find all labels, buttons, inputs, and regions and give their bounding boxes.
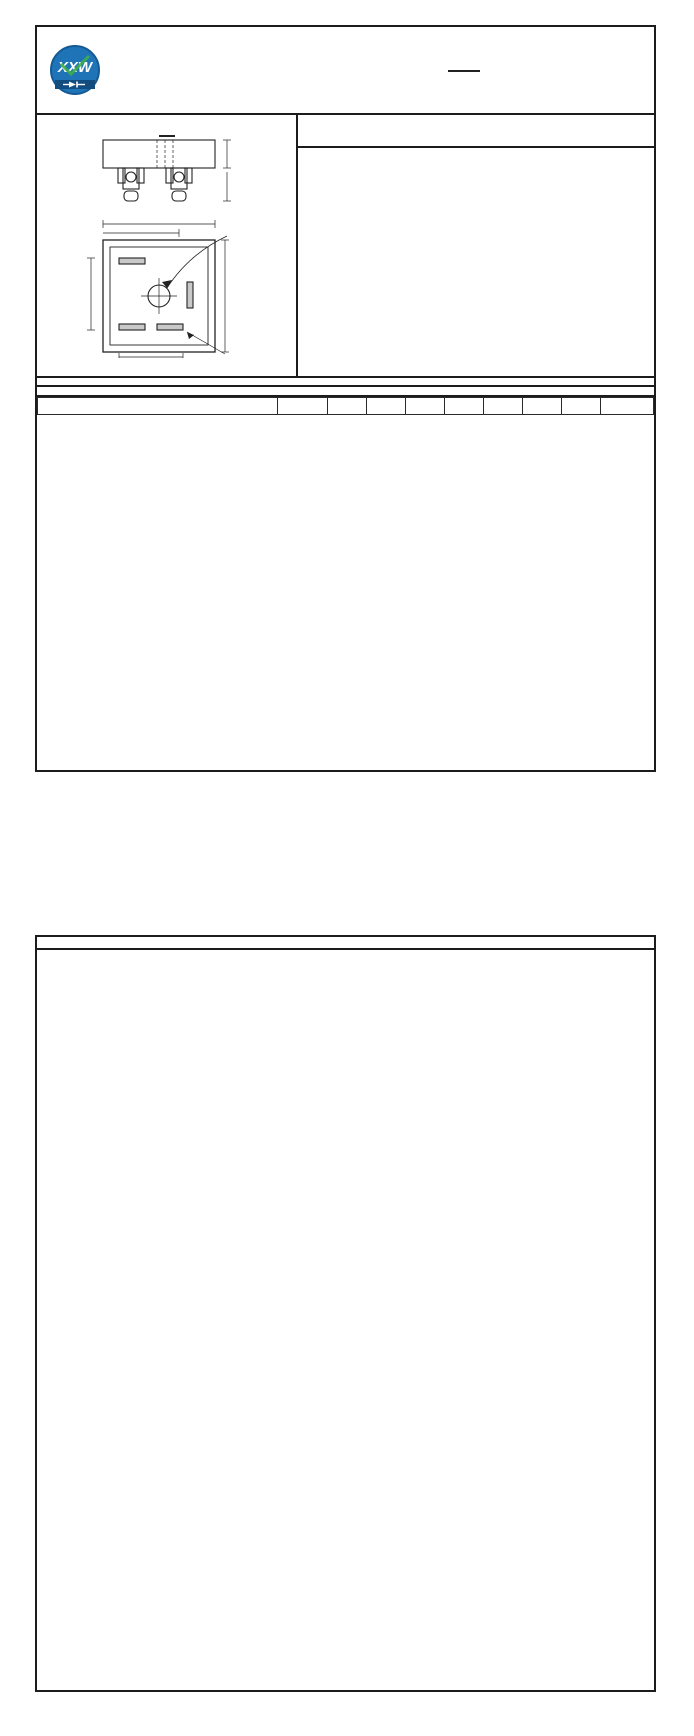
logo-mark-icon: XXW xyxy=(50,45,100,95)
mechanical-data-section xyxy=(298,148,654,377)
bullet-icon xyxy=(308,131,322,132)
figure-3-plot xyxy=(71,1147,340,1297)
bullet-icon xyxy=(308,126,322,127)
header: XXW xyxy=(37,27,654,115)
datasheet-page-2 xyxy=(35,935,656,1692)
col-header-units xyxy=(600,397,654,415)
figure-1-plot xyxy=(71,971,340,1121)
figure-1 xyxy=(45,966,340,1126)
package-outline-drawing xyxy=(86,139,231,361)
col-header-part xyxy=(327,397,367,415)
col-header-symbols xyxy=(277,397,328,415)
datasheet-page-1: XXW xyxy=(35,25,656,772)
bullet-icon xyxy=(308,136,322,137)
col-header-part xyxy=(561,397,601,415)
figures-grid xyxy=(37,950,654,1302)
features-section xyxy=(298,115,654,148)
feature-item xyxy=(308,134,644,135)
figure-4-plot xyxy=(370,1147,656,1297)
feature-item xyxy=(308,129,644,130)
middle-section xyxy=(37,115,654,378)
ratings-table xyxy=(37,397,654,415)
figure-2-plot xyxy=(370,971,656,1121)
bullet-icon xyxy=(308,134,322,135)
col-header-part xyxy=(522,397,562,415)
figure-3 xyxy=(45,1142,340,1302)
feature-item xyxy=(308,131,644,132)
ratings-conditions xyxy=(37,387,654,397)
notes-section xyxy=(37,415,654,770)
logo: XXW xyxy=(37,44,279,96)
package-drawing xyxy=(39,136,295,361)
col-header-part xyxy=(366,397,406,415)
col-header-part xyxy=(483,397,523,415)
feature-item xyxy=(308,136,644,137)
title-block xyxy=(279,59,654,81)
figure-4 xyxy=(344,1142,656,1302)
col-header-catalog xyxy=(37,397,278,415)
curves-banner xyxy=(37,937,654,950)
ratings-banner xyxy=(37,378,654,387)
feature-item xyxy=(308,126,644,127)
figure-2 xyxy=(344,966,656,1126)
package-name xyxy=(37,119,296,137)
package-drawing-column xyxy=(37,115,296,376)
table-header-row xyxy=(37,397,654,415)
col-header-part xyxy=(444,397,484,415)
bullet-icon xyxy=(308,129,322,130)
col-header-part xyxy=(405,397,445,415)
page-title xyxy=(447,67,480,72)
right-column xyxy=(296,115,654,376)
